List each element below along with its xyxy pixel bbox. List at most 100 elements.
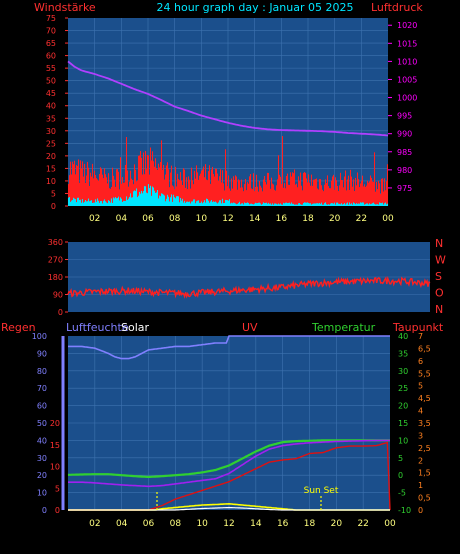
temperature-tick-label: 10	[398, 436, 408, 445]
direction-tick-label: 0	[58, 308, 63, 317]
humidity-tick-label: 10	[37, 489, 47, 498]
temperature-legend: Temperatur	[311, 321, 376, 334]
wind-tick-label: 60	[46, 52, 56, 61]
temperature-tick-label: -5	[398, 489, 406, 498]
panel1-x-tick-label: 10	[196, 214, 208, 224]
pressure-tick-label: 1010	[397, 57, 417, 66]
pressure-tick-label: 990	[397, 130, 412, 139]
direction-tick-label: 180	[48, 273, 63, 282]
panel2-grid	[68, 259, 430, 295]
uv-tick-label: 5	[418, 382, 423, 391]
pressure-tick-label: 995	[397, 112, 412, 121]
panel3-x-tick-label: 08	[170, 519, 182, 529]
panel1-x-tick-label: 08	[169, 214, 181, 224]
pressure-tick-label: 985	[397, 148, 412, 157]
temperature-tick-label: 30	[398, 367, 408, 376]
wind-tick-label: 5	[51, 189, 56, 198]
humidity-tick-label: 100	[32, 332, 47, 341]
compass-label: N	[435, 303, 443, 316]
panel1-x-tick-label: 04	[116, 214, 128, 224]
uv-tick-label: 7	[418, 332, 423, 341]
humidity-legend: Luftfeuchte	[66, 321, 129, 334]
panel3-x-tick-label: 18	[304, 519, 316, 529]
humidity-tick-label: 0	[42, 506, 47, 515]
wind-tick-label: 20	[46, 152, 56, 161]
wind-tick-label: 15	[46, 164, 56, 173]
panel1-wind-series	[67, 136, 389, 206]
pressure-tick-label: 1005	[397, 75, 417, 84]
compass-label: W	[435, 254, 446, 267]
temperature-tick-label: 0	[398, 471, 403, 480]
solar-line	[68, 506, 390, 511]
wind-tick-label: 45	[46, 89, 56, 98]
panel1-x-tick-label: 06	[142, 214, 154, 224]
pressure-line	[67, 60, 389, 137]
uv-tick-label: 6	[418, 357, 423, 366]
rain-tick-label: 15	[50, 441, 60, 450]
humidity-tick-label: 90	[37, 349, 47, 358]
temperature-tick-label: 5	[398, 454, 403, 463]
wind-tick-label: 75	[46, 14, 56, 23]
temperature-tick-label: 40	[398, 332, 408, 341]
panel3-x-tick-label: 04	[116, 519, 128, 529]
panel3-x-tick-label: 00	[384, 519, 396, 529]
pressure-tick-label: 1020	[397, 21, 417, 30]
humidity-tick-label: 80	[37, 367, 47, 376]
wind-tick-label: 50	[46, 77, 56, 86]
panel1-x-tick-label: 22	[356, 214, 367, 224]
panel1-x-tick-label: 20	[329, 214, 341, 224]
uv-tick-label: 6,5	[418, 344, 431, 353]
wind-tick-label: 70	[46, 27, 56, 36]
pressure-axis-label: Luftdruck	[371, 1, 423, 14]
temperature-tick-label: 15	[398, 419, 408, 428]
pressure-axis-ticks: 975 980 985 990 995 1000 1005 1010 1015 1020	[388, 21, 417, 193]
panel3-x-ticks: 02 04 06 08 10 12 14 16 18 20 22 00	[89, 519, 396, 529]
pressure-tick-label: 1015	[397, 39, 417, 48]
temperature-tick-label: 20	[398, 402, 408, 411]
panel1-x-tick-label: 12	[222, 214, 233, 224]
panel3-x-tick-label: 06	[143, 519, 155, 529]
sunset-annotation: Sun Set	[304, 486, 339, 496]
temperature-axis-ticks: -10 -5 0 5 10 15 20 25 30 35 40	[398, 332, 411, 515]
uv-tick-label: 2,5	[418, 444, 431, 453]
humidity-tick-label: 50	[37, 419, 47, 428]
uv-tick-label: 4,5	[418, 394, 431, 403]
panel3-x-tick-label: 02	[89, 519, 100, 529]
dewpoint-legend: Taupunkt	[392, 321, 444, 334]
humidity-line	[68, 335, 390, 360]
uv-legend: UV	[242, 321, 258, 334]
panel3-x-tick-label: 10	[196, 519, 208, 529]
humidity-tick-label: 20	[37, 471, 47, 480]
wind-tick-label: 0	[51, 202, 56, 211]
dewpoint-line	[68, 439, 390, 488]
wind-tick-label: 55	[46, 64, 56, 73]
wind-tick-label: 40	[46, 102, 56, 111]
humidity-axis-ticks: 0 10 20 30 40 50 60 70 80 90 100	[32, 332, 47, 515]
panel3-x-tick-label: 14	[250, 519, 262, 529]
uv-tick-label: 1,5	[418, 469, 431, 478]
panel1-x-tick-label: 14	[249, 214, 261, 224]
wind-tick-label: 10	[46, 177, 56, 186]
rain-tick-label: 5	[55, 484, 60, 493]
panel3-x-tick-label: 22	[357, 519, 368, 529]
wind-tick-label: 30	[46, 127, 56, 136]
panel1-grid	[68, 18, 388, 206]
rain-tick-label: 10	[50, 463, 60, 472]
compass-label: O	[435, 287, 444, 300]
compass-label: N	[435, 237, 443, 250]
uv-tick-label: 4	[418, 407, 423, 416]
panel3-grid	[68, 336, 390, 510]
uv-tick-label: 1	[418, 481, 423, 490]
uv-tick-label: 5,5	[418, 369, 431, 378]
humidity-tick-label: 40	[37, 436, 47, 445]
panel1-x-ticks: 02 04 06 08 10 12 14 16 18 20 22 00	[89, 214, 394, 224]
wind-tick-label: 25	[46, 139, 56, 148]
pressure-tick-label: 1000	[397, 94, 417, 103]
panel3-x-tick-label: 16	[277, 519, 289, 529]
panel3-x-tick-label: 20	[331, 519, 343, 529]
humidity-tick-label: 30	[37, 454, 47, 463]
